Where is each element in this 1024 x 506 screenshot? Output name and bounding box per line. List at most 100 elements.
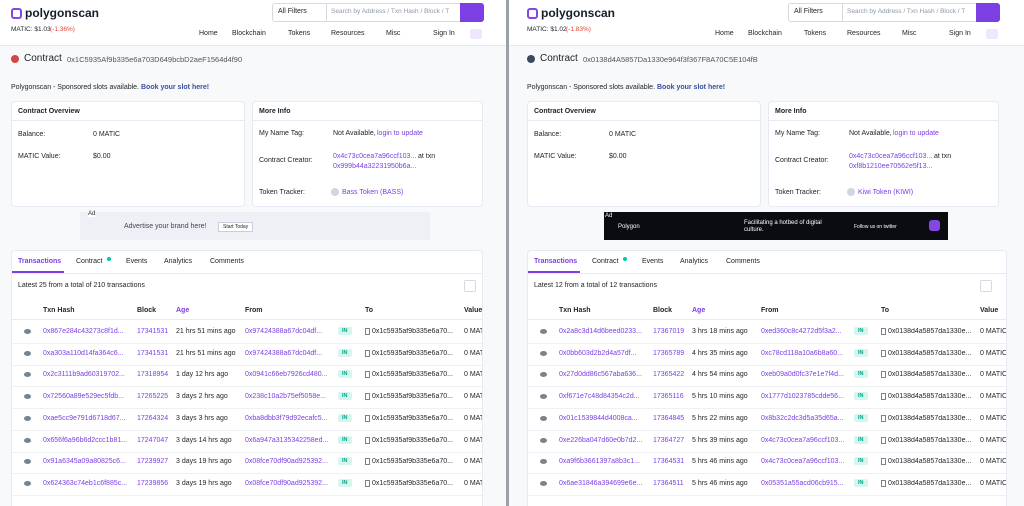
from-address[interactable]: 0x97424388a67dc04df... [245,349,323,357]
txn-hash[interactable]: 0x6ae31846a394699e6e... [559,479,643,487]
card-title: More Info [775,108,807,115]
eye-icon [540,415,547,421]
creator-address[interactable]: 0x4c73c0cea7a96ccf103... [333,153,417,160]
from-address[interactable]: 0x4c73c0cea7a96ccf103... [761,458,845,466]
tab[interactable]: Events [126,258,148,265]
from-address[interactable]: 0x05351a55acd06cb915... [761,479,844,487]
txn-hash[interactable]: 0xf671e7c48d84354c2d... [559,393,640,401]
block[interactable]: 17239856 [137,479,169,487]
nav-item[interactable]: Sign In [949,30,971,37]
from-address[interactable]: 0xc78cd118a10a6b8a60... [761,349,843,357]
block[interactable]: 17364727 [653,436,685,444]
nav-item[interactable]: Home [715,30,734,37]
search-button[interactable] [976,3,1000,22]
creator-txn[interactable]: 0xf8b1210ee70562e5f13... [849,163,933,170]
info-link[interactable]: login to update [893,130,939,137]
row-rule [12,408,482,410]
block[interactable]: 17239927 [137,458,169,466]
from-address[interactable]: 0xba8dbb3f79d92ecafc5... [245,414,328,422]
block[interactable]: 17264324 [137,414,169,422]
tab[interactable]: Transactions [18,258,62,265]
info-value: Not Available, [333,130,376,137]
nav-item[interactable]: Misc [902,30,917,37]
search-input[interactable]: Search by Address / Txn Hash / Block / T [847,8,966,15]
txn-hash[interactable]: 0x91a6345a09a80825c6... [43,458,126,466]
eye-icon [24,459,31,465]
tab[interactable]: Events [642,258,664,265]
txn-hash[interactable]: 0x01c1539844d4008ca... [559,414,638,422]
block[interactable]: 17341531 [137,349,169,357]
txn-hash[interactable]: 0xa303a110d14fa364c6... [43,349,124,357]
nav-item[interactable]: Resources [331,30,365,37]
tab[interactable]: Comments [210,258,244,265]
nav-item[interactable]: Sign In [433,30,455,37]
from-address[interactable]: 0x1777d1023785cdde56... [761,393,844,401]
txn-hash[interactable]: 0x867e284c43273c8f1d... [43,328,124,335]
creator-txn[interactable]: 0x999b44a32231950b6a... [333,163,417,170]
tab[interactable]: Contract [592,258,619,265]
tab-rule [12,273,482,274]
nav-item[interactable]: Blockchain [232,30,266,37]
logo-icon [11,8,22,19]
info-link[interactable]: login to update [377,130,423,137]
tab[interactable]: Comments [726,258,760,265]
block[interactable]: 17367019 [653,328,685,335]
creator-address[interactable]: 0x4c73c0cea7a96ccf103... [849,153,933,160]
direction-badge: IN [338,457,352,466]
column-header: To [365,307,374,314]
transactions-card: Transactions Contract Events Analytics Comme… [11,250,483,506]
sponsored-link[interactable]: Book your slot here! [141,84,210,91]
tab[interactable]: Contract [76,258,103,265]
txn-hash[interactable]: 0xa9f6b3661397a8b3c1... [559,458,640,466]
block[interactable]: 17365422 [653,371,685,379]
from-address[interactable]: 0xeb09a0d0fc37e1e7f4d... [761,371,844,379]
txn-hash[interactable]: 0x656f6a96b6d2ccc1b81... [43,436,128,444]
block[interactable]: 17365789 [653,349,685,357]
sponsored-link[interactable]: Book your slot here! [657,84,726,91]
value: 0 MATIC [464,371,482,379]
from-address[interactable]: 0x4c73c0cea7a96ccf103... [761,436,845,444]
txn-hash[interactable]: 0x27d0dd86c567aba636... [559,371,642,379]
from-address[interactable]: 0x6a947a3135342258ed... [245,436,329,444]
nav-item[interactable]: Blockchain [748,30,782,37]
search-input[interactable]: Search by Address / Txn Hash / Block / T [331,8,450,15]
from-address[interactable]: 0xed360c8c4272d5f3a2... [761,328,842,335]
block[interactable]: 17265225 [137,393,169,401]
tab[interactable]: Analytics [680,258,709,265]
nav-item[interactable]: Tokens [288,30,311,37]
nav-item[interactable]: Tokens [804,30,827,37]
txn-hash[interactable]: 0x0bb603d2b2d4a57df... [559,349,637,357]
txn-hash[interactable]: 0x2c3111b9ad60319702... [43,371,125,379]
page-panel: polygonscan MATIC: $1.03 (-1.36%) All Filte… [0,0,506,506]
nav-item[interactable]: Home [199,30,218,37]
txn-hash[interactable]: 0x2a8c3d14d6beed0233... [559,328,642,335]
from-address[interactable]: 0x0941c66eb7926cd480... [245,371,328,379]
txn-hash[interactable]: 0x624363c74eb1c6f885c... [43,479,128,487]
block[interactable]: 17364845 [653,414,685,422]
nav-item[interactable]: Misc [386,30,401,37]
block[interactable]: 17318954 [137,371,169,379]
from-address[interactable]: 0x08fce70df90ad925392... [245,458,328,466]
txn-hash[interactable]: 0x72560a89e529ec5fdb... [43,393,124,401]
eye-icon [540,372,547,378]
block[interactable]: 17364531 [653,458,685,466]
from-address[interactable]: 0x238c10a2b75ef5058e... [245,393,326,401]
nav-item[interactable]: Resources [847,30,881,37]
tab[interactable]: Analytics [164,258,193,265]
block[interactable]: 17364511 [653,479,684,487]
search-button[interactable] [460,3,484,22]
filter-select[interactable]: All Filters [278,8,307,15]
from-address[interactable]: 0x08fce70df90ad925392... [245,479,328,487]
block[interactable]: 17365116 [653,393,684,401]
ad-button[interactable]: Start Today [218,222,254,232]
from-address[interactable]: 0x97424388a67dc04df... [245,328,323,335]
tab[interactable]: Transactions [534,258,578,265]
filter-select[interactable]: All Filters [794,8,823,15]
tracker-link[interactable]: Kiwi Token (KIWI) [858,189,914,196]
block[interactable]: 17247047 [137,436,169,444]
tracker-link[interactable]: Bass Token (BASS) [342,189,404,196]
block[interactable]: 17341531 [137,328,169,335]
txn-hash[interactable]: 0xae5cc9e791d6718d67... [43,414,126,422]
txn-hash[interactable]: 0xe226ba047d60e0b7d2... [559,436,643,444]
from-address[interactable]: 0x8b32c2dc3d5a35d65a... [761,414,844,422]
